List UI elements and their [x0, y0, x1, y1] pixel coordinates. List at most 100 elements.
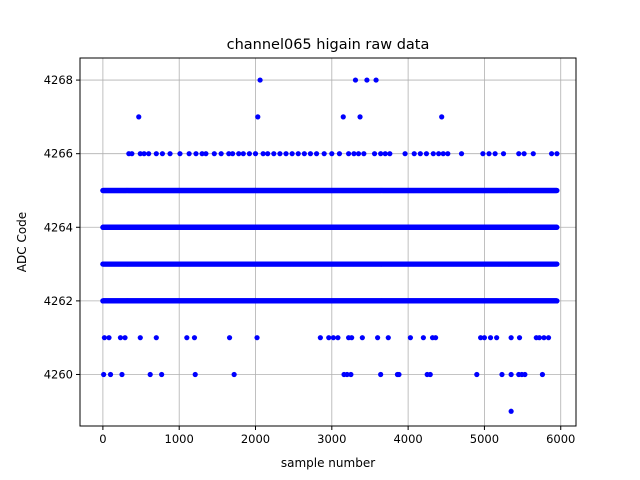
data-point	[539, 371, 546, 378]
data-point	[265, 151, 271, 157]
data-point	[348, 371, 354, 378]
data-point	[481, 335, 488, 341]
data-point	[478, 335, 484, 341]
data-point	[352, 77, 359, 83]
data-point	[307, 151, 314, 157]
data-point	[321, 151, 327, 157]
x-tick-label: 3000	[317, 432, 346, 446]
data-point	[423, 151, 430, 157]
y-axis: 4260 4262 4264 4266 4268	[44, 73, 80, 381]
data-point	[420, 335, 426, 341]
y-axis-label: ADC Code	[15, 212, 29, 272]
y-tick-label: 4266	[44, 147, 73, 161]
x-tick-label: 2000	[241, 432, 270, 446]
data-point	[361, 151, 367, 157]
data-point	[499, 371, 505, 378]
data-point	[357, 114, 363, 120]
data-point	[203, 151, 209, 157]
data-point	[486, 151, 492, 157]
data-point	[385, 335, 391, 341]
data-point	[427, 371, 433, 378]
data-point	[167, 151, 173, 157]
data-point	[474, 371, 480, 378]
data-point	[271, 151, 277, 157]
dense-band	[100, 187, 560, 194]
data-point	[186, 151, 192, 157]
data-point	[344, 371, 350, 378]
data-point	[283, 151, 289, 157]
data-point	[407, 335, 414, 341]
data-point	[226, 335, 233, 341]
data-point	[508, 371, 514, 378]
data-point	[349, 335, 355, 341]
data-point	[530, 151, 536, 157]
data-point	[137, 151, 143, 157]
data-point	[146, 151, 152, 157]
data-point	[101, 371, 107, 378]
data-point	[545, 335, 552, 341]
data-point	[119, 371, 125, 378]
data-point	[382, 151, 388, 157]
data-point	[480, 151, 486, 157]
data-point	[554, 187, 560, 194]
data-point	[255, 114, 261, 120]
data-point	[340, 114, 346, 120]
data-point	[101, 335, 108, 341]
data-point	[147, 371, 153, 378]
data-point	[554, 261, 560, 267]
data-point	[371, 151, 378, 157]
data-point	[351, 151, 357, 157]
dense-band	[100, 224, 560, 230]
data-point	[301, 151, 307, 157]
data-point	[254, 335, 260, 341]
data-points	[100, 77, 560, 414]
data-point	[411, 151, 417, 157]
data-point	[240, 151, 246, 157]
data-point	[387, 151, 393, 157]
data-point	[554, 224, 560, 230]
x-tick-label: 1000	[165, 432, 194, 446]
data-point	[136, 114, 142, 120]
x-tick-label: 6000	[546, 432, 575, 446]
y-tick-label: 4260	[44, 367, 73, 381]
data-point	[364, 77, 370, 83]
data-point	[508, 408, 514, 414]
data-point	[246, 151, 253, 157]
data-point	[211, 151, 217, 157]
data-point	[458, 151, 465, 157]
x-axis-label: sample number	[281, 456, 375, 470]
data-point	[402, 151, 408, 157]
data-point	[445, 151, 451, 157]
data-point	[536, 335, 542, 341]
data-point	[153, 335, 159, 341]
data-point	[440, 151, 446, 157]
data-point	[257, 77, 263, 83]
data-point	[548, 151, 555, 157]
data-point	[522, 371, 528, 378]
data-point	[326, 335, 332, 341]
data-point	[335, 335, 341, 341]
data-point	[137, 335, 143, 341]
data-point	[378, 151, 384, 157]
data-point	[330, 335, 336, 341]
chart-title: channel065 higain raw data	[227, 37, 430, 53]
data-point	[107, 371, 114, 378]
data-point	[396, 371, 402, 378]
data-point	[260, 151, 266, 157]
data-point	[193, 151, 199, 157]
data-point	[129, 151, 135, 157]
data-point	[521, 151, 527, 157]
data-point	[439, 114, 445, 120]
data-point	[516, 335, 523, 341]
data-point	[117, 335, 124, 341]
data-point	[375, 335, 381, 341]
data-point	[329, 151, 335, 157]
data-point	[492, 151, 498, 157]
data-point	[417, 151, 423, 157]
data-point	[177, 151, 183, 157]
data-point	[141, 151, 147, 157]
data-point	[378, 371, 384, 378]
data-point	[226, 151, 232, 157]
